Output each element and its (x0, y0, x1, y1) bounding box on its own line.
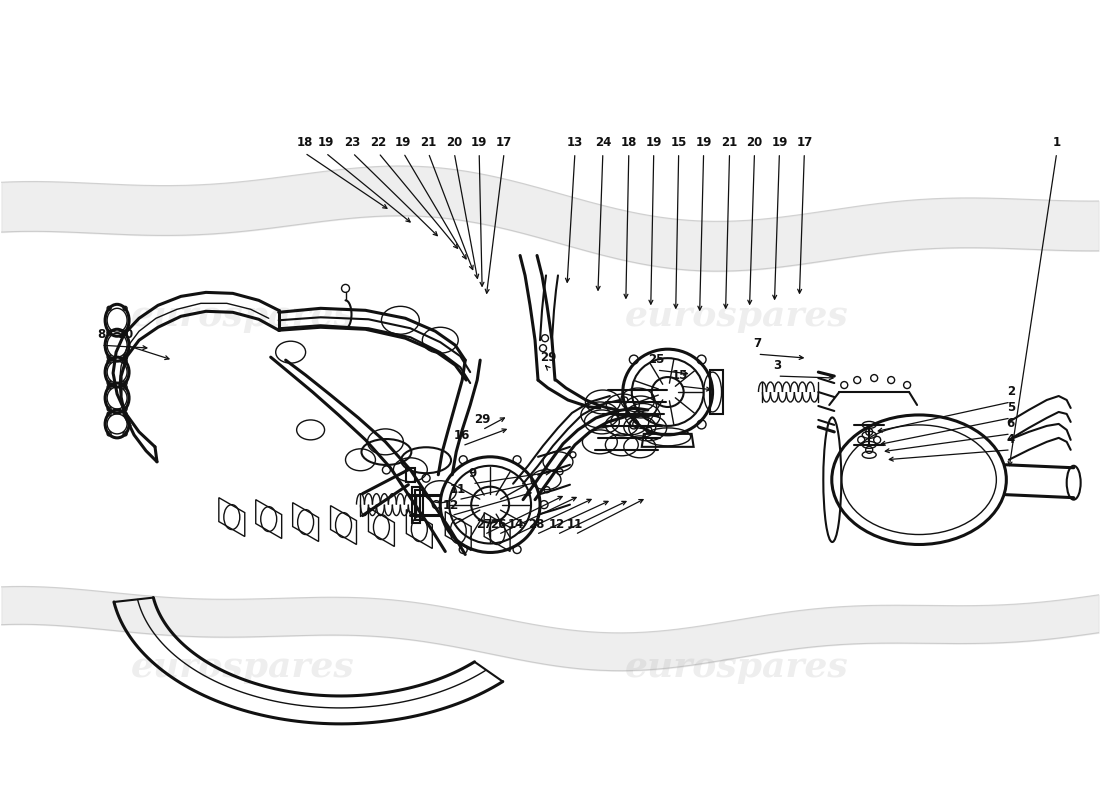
Text: 11: 11 (450, 482, 466, 496)
Text: 28: 28 (528, 518, 544, 530)
Text: 9: 9 (469, 466, 476, 480)
Text: 14: 14 (508, 518, 525, 530)
Text: 21: 21 (420, 136, 437, 149)
Text: eurospares: eurospares (625, 299, 848, 334)
Text: eurospares: eurospares (625, 650, 848, 684)
Text: 19: 19 (646, 136, 662, 149)
Text: 19: 19 (695, 136, 712, 149)
Text: 17: 17 (796, 136, 813, 149)
Text: 18: 18 (620, 136, 637, 149)
Text: 19: 19 (395, 136, 411, 149)
Text: 19: 19 (318, 136, 333, 149)
Text: 8: 8 (97, 328, 106, 342)
Text: 16: 16 (454, 429, 471, 442)
Text: 20: 20 (447, 136, 462, 149)
Text: 7: 7 (754, 337, 761, 350)
Text: 15: 15 (671, 369, 688, 382)
Text: 12: 12 (549, 518, 565, 530)
Text: 29: 29 (474, 413, 491, 426)
Text: 27: 27 (476, 518, 493, 530)
Text: 18: 18 (296, 136, 312, 149)
Text: 23: 23 (344, 136, 361, 149)
Text: 19: 19 (471, 136, 487, 149)
Text: 11: 11 (566, 518, 583, 530)
Text: eurospares: eurospares (131, 299, 354, 334)
Text: 19: 19 (771, 136, 788, 149)
Text: 3: 3 (773, 359, 781, 372)
Text: 6: 6 (1006, 417, 1015, 430)
Text: 12: 12 (443, 498, 460, 512)
Text: 4: 4 (1006, 433, 1015, 446)
Text: 15: 15 (671, 136, 686, 149)
Text: 25: 25 (649, 353, 664, 366)
Text: 10: 10 (118, 328, 134, 342)
Text: 1: 1 (1053, 136, 1060, 149)
Text: 13: 13 (566, 136, 583, 149)
Text: 17: 17 (496, 136, 513, 149)
Text: 26: 26 (490, 518, 506, 530)
Text: 20: 20 (747, 136, 762, 149)
Text: eurospares: eurospares (131, 650, 354, 684)
Text: 29: 29 (540, 351, 557, 364)
Text: 24: 24 (595, 136, 612, 149)
Text: 22: 22 (371, 136, 386, 149)
Text: 21: 21 (722, 136, 738, 149)
Text: 5: 5 (1006, 401, 1015, 414)
Text: 2: 2 (1006, 385, 1015, 398)
